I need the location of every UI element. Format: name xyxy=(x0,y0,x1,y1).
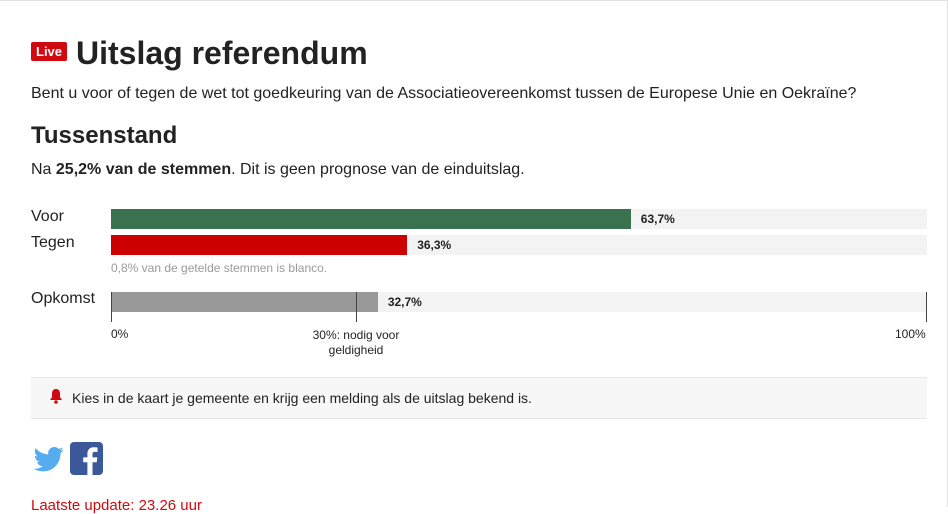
live-badge: Live xyxy=(31,41,68,61)
referendum-question: Bent u voor of tegen de wet tot goedkeur… xyxy=(31,85,857,102)
bar-track-opkomst: 32,7% xyxy=(111,292,927,312)
notice-text: Kies in de kaart je gemeente en krijg ee… xyxy=(72,390,532,406)
threshold-line xyxy=(355,292,357,322)
bar-label-voor: Voor xyxy=(31,208,64,225)
axis-line-0 xyxy=(111,292,112,322)
header: Live Uitslag referendum xyxy=(31,35,368,71)
notification-notice: Kies in de kaart je gemeente en krijg ee… xyxy=(31,377,927,419)
last-update: Laatste update: 23.26 uur xyxy=(31,497,202,514)
tick-label-0: 0% xyxy=(111,327,129,341)
bar-label-opkomst: Opkomst xyxy=(31,290,96,307)
bar-opkomst xyxy=(111,292,378,312)
twitter-icon[interactable] xyxy=(33,444,64,474)
subline-suffix: . Dit is geen prognose van de einduitsla… xyxy=(231,161,525,178)
threshold-label-line1: 30%: nodig voor xyxy=(312,328,400,342)
bar-value-tegen: 36,3% xyxy=(417,238,452,252)
share-buttons xyxy=(33,442,103,475)
bar-value-voor: 63,7% xyxy=(640,212,675,226)
bar-tegen xyxy=(111,235,408,255)
threshold-label: 30%: nodig voor geldigheid xyxy=(296,328,416,358)
blank-votes-note: 0,8% van de getelde stemmen is blanco. xyxy=(111,261,328,275)
tick-label-100: 100% xyxy=(895,327,926,341)
count-status-line: Na 25,2% van de stemmen. Dit is geen pro… xyxy=(31,161,525,179)
section-title: Tussenstand xyxy=(31,122,178,149)
bar-label-tegen: Tegen xyxy=(31,234,75,251)
axis-line-100 xyxy=(926,292,927,322)
facebook-icon[interactable] xyxy=(70,442,103,475)
bar-voor xyxy=(111,209,631,229)
page-title: Uitslag referendum xyxy=(76,35,368,71)
threshold-label-line2: geldigheid xyxy=(328,343,384,357)
bar-track-voor: 63,7% xyxy=(111,209,927,229)
subline-prefix: Na xyxy=(31,161,56,178)
counted-share: 25,2% van de stemmen xyxy=(55,161,232,178)
bar-value-opkomst: 32,7% xyxy=(387,295,422,309)
bar-track-tegen: 36,3% xyxy=(111,235,927,255)
bell-icon xyxy=(49,388,63,409)
